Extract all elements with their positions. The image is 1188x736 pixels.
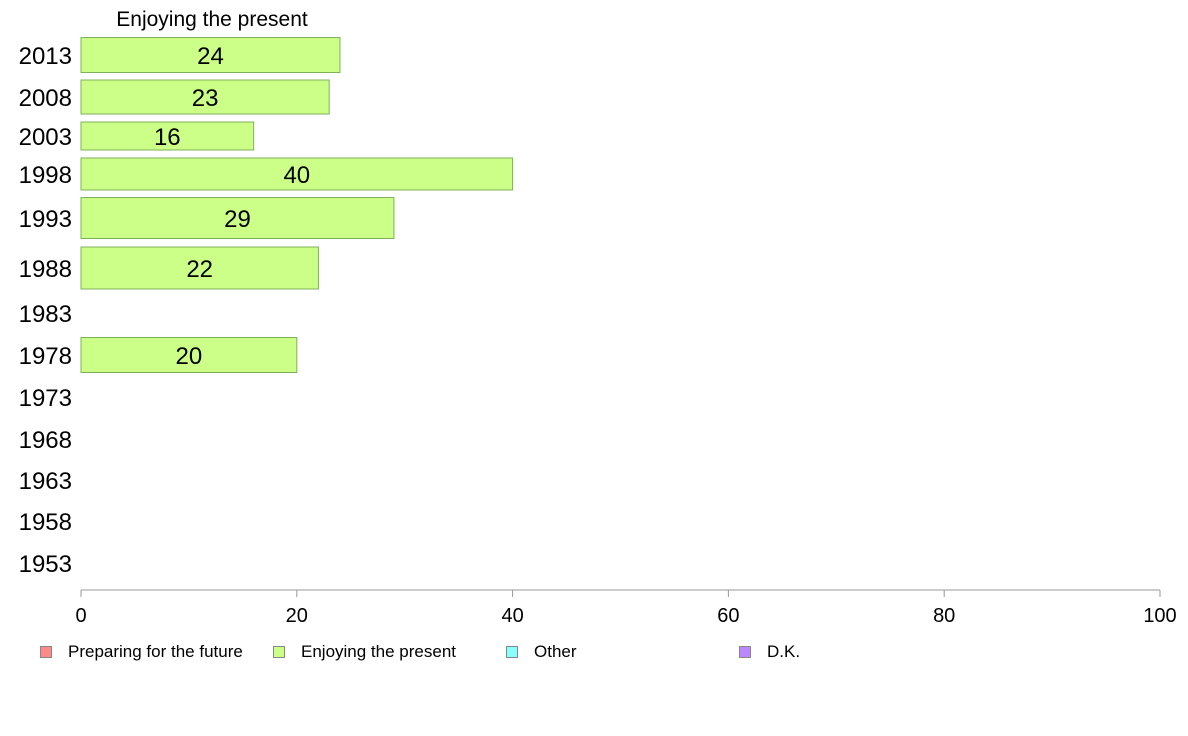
legend-swatch-preparing [40, 646, 52, 658]
bar-1988 [80, 246, 319, 290]
year-label-1983: 1983 [19, 301, 72, 328]
bar-1993 [80, 197, 395, 239]
x-tick-label-60: 60 [717, 605, 739, 627]
x-tick-label-20: 20 [286, 605, 308, 627]
x-tick-label-40: 40 [501, 605, 523, 627]
year-label-1993: 1993 [19, 206, 72, 233]
year-label-1963: 1963 [19, 468, 72, 495]
x-ticks-group: 0 20 40 60 80 100 [75, 590, 1177, 627]
bar-2003 [80, 121, 255, 151]
bar-2008 [80, 79, 330, 115]
chart-title: Enjoying the present [116, 8, 308, 31]
bars-group: 24 23 16 40 29 22 20 [80, 37, 514, 373]
year-label-1953: 1953 [19, 551, 72, 578]
legend-label-other: Other [534, 642, 577, 661]
legend-label-preparing: Preparing for the future [68, 642, 243, 661]
x-tick-label-0: 0 [75, 605, 86, 627]
data-label-2013: 24 [197, 43, 224, 70]
data-label-1998: 40 [283, 162, 310, 189]
x-tick-label-100: 100 [1143, 605, 1176, 627]
legend-label-enjoying: Enjoying the present [301, 642, 456, 661]
year-label-1968: 1968 [19, 427, 72, 454]
data-label-2003: 16 [154, 124, 181, 151]
bar-1998 [80, 157, 514, 191]
year-labels-group: 2013 2008 2003 1998 1993 1988 1983 1978 1973 1968… [19, 43, 72, 578]
legend-swatch-enjoying [273, 646, 285, 658]
legend: Preparing for the future Enjoying the pr… [40, 642, 1140, 666]
x-tick-label-80: 80 [933, 605, 955, 627]
bar-2013 [80, 37, 341, 73]
legend-item-other: Other [506, 642, 577, 662]
legend-label-dk: D.K. [767, 642, 801, 661]
legend-item-dk: D.K. [739, 642, 800, 662]
bar-1978 [80, 337, 298, 373]
year-label-1958: 1958 [19, 509, 72, 536]
data-label-1978: 20 [176, 343, 203, 370]
legend-swatch-other [506, 646, 518, 658]
year-label-2008: 2008 [19, 85, 72, 112]
year-label-1988: 1988 [19, 256, 72, 283]
legend-item-preparing: Preparing for the future [40, 642, 243, 662]
data-label-1988: 22 [186, 256, 213, 283]
year-label-1998: 1998 [19, 162, 72, 189]
year-label-2013: 2013 [19, 43, 72, 70]
year-label-1978: 1978 [19, 343, 72, 370]
bar-chart: Enjoying the present 24 23 16 40 29 22 20 2013… [19, 8, 1177, 627]
data-label-1993: 29 [224, 206, 251, 233]
legend-item-enjoying: Enjoying the present [273, 642, 456, 662]
legend-swatch-dk [739, 646, 751, 658]
year-label-1973: 1973 [19, 385, 72, 412]
data-label-2008: 23 [192, 85, 219, 112]
year-label-2003: 2003 [19, 124, 72, 151]
